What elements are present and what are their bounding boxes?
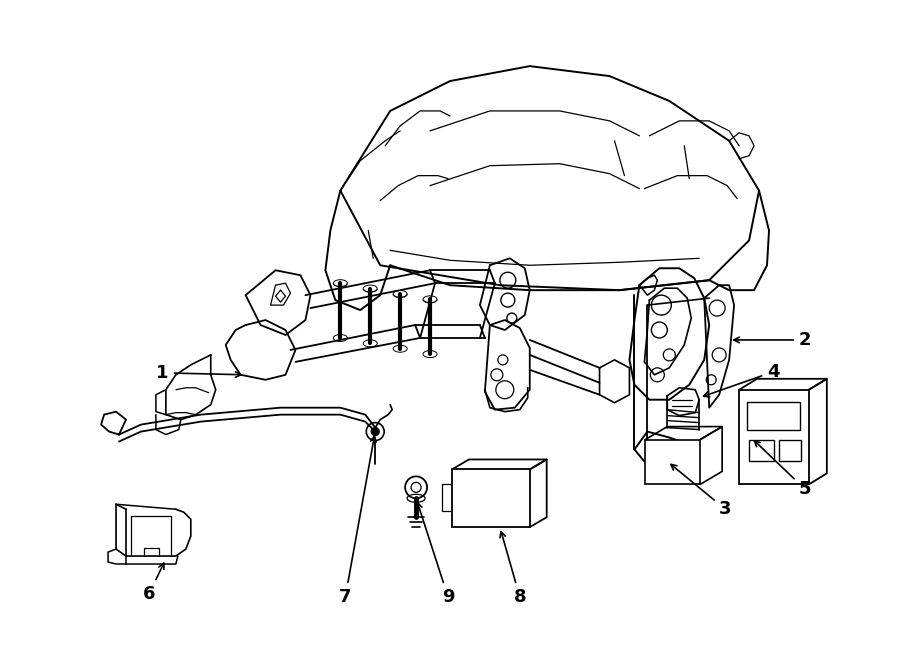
Text: 3: 3 <box>670 465 732 518</box>
Bar <box>739 390 809 485</box>
Text: 2: 2 <box>734 331 812 349</box>
Text: 6: 6 <box>143 563 164 603</box>
Text: 7: 7 <box>339 436 376 606</box>
Bar <box>779 440 801 461</box>
Circle shape <box>371 428 379 436</box>
Bar <box>749 440 774 461</box>
Text: 8: 8 <box>500 531 526 606</box>
Text: 1: 1 <box>157 364 241 382</box>
Bar <box>452 469 530 527</box>
Text: 5: 5 <box>754 441 812 498</box>
Text: 4: 4 <box>704 363 779 397</box>
Bar <box>645 440 700 485</box>
Text: 9: 9 <box>417 503 454 606</box>
Bar <box>747 402 800 430</box>
